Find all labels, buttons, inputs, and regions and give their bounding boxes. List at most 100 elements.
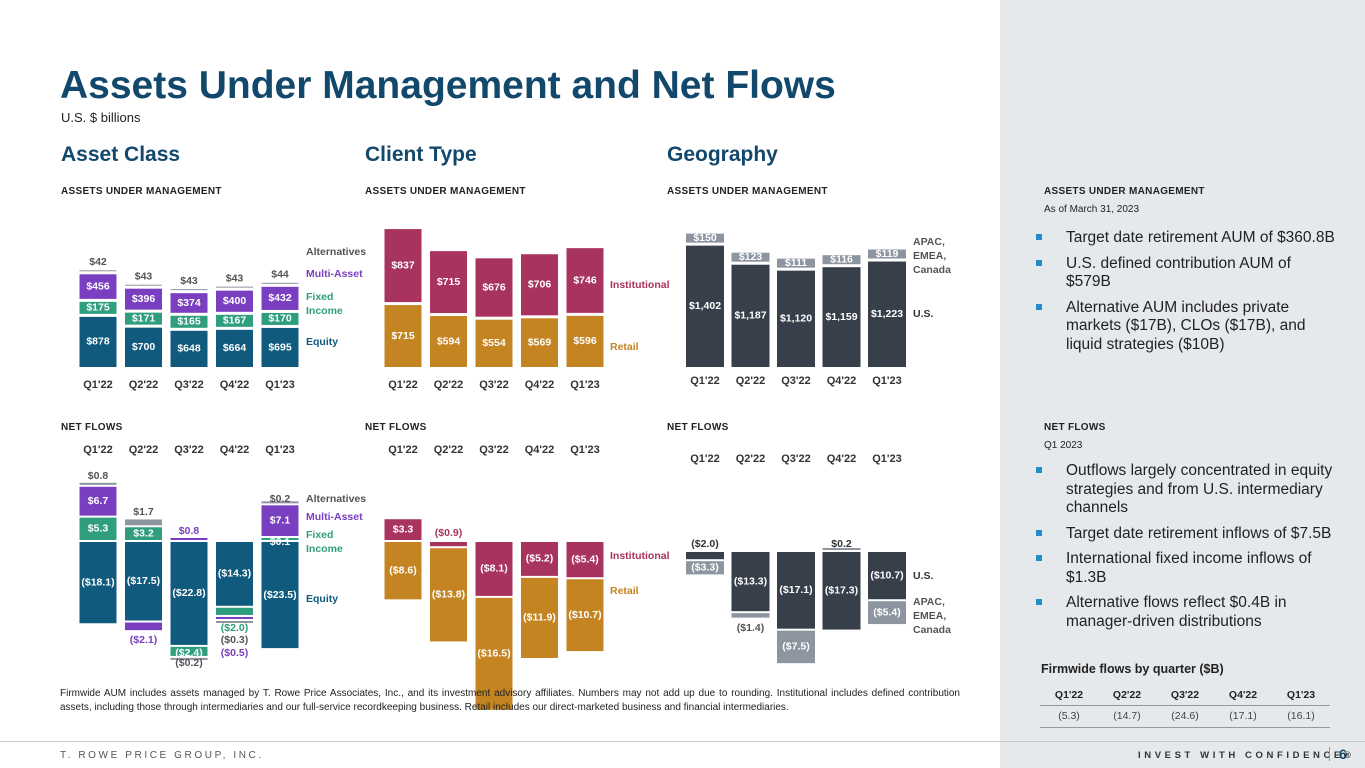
x-tick-label: Q4'22 [525,444,555,456]
net-flows-label: NET FLOWS [61,422,123,433]
legend-label: Alternatives [306,493,366,505]
bar-segment [79,517,117,540]
bar-segment [686,561,724,575]
legend-label: Canada [913,264,951,276]
data-label: $706 [528,279,552,291]
data-label: $0.1 [270,536,291,548]
data-label: $715 [391,330,415,342]
legend-label: EMEA, [913,250,946,262]
footer-separator [1329,747,1330,761]
x-tick-label: Q2'22 [434,379,464,391]
list-item: Alternative flows reflect $0.4B in manag… [1036,594,1336,631]
bar-segment [125,519,162,526]
bar-segment [384,542,422,600]
data-label: $7.1 [270,514,291,526]
x-tick-label: Q2'22 [129,444,159,456]
data-label: $569 [528,336,552,348]
bar-segment [384,305,422,367]
data-label: $596 [573,335,597,347]
data-label: ($8.1) [480,563,507,575]
data-label: $167 [223,315,247,327]
bar-segment [125,312,162,325]
x-tick-label: Q4'22 [220,379,250,391]
bar-segment [216,286,253,288]
data-label: ($16.5) [477,648,510,660]
firmwide-flows-title: Firmwide flows by quarter ($B) [1041,662,1224,676]
bar-segment [125,327,162,367]
data-label: $715 [437,276,461,288]
legend-label: APAC, [913,596,945,608]
x-tick-label: Q1'22 [388,379,418,391]
legend-label: Institutional [610,279,670,291]
x-tick-label: Q1'22 [388,444,418,456]
bar-segment [79,482,117,485]
data-label: ($22.8) [172,587,205,599]
bar-segment [731,252,770,262]
bar-segment [822,267,861,367]
x-tick-label: Q1'22 [690,375,720,387]
bar-segment [521,542,558,576]
data-label: $43 [226,272,244,284]
bar-segment [125,622,162,631]
legend-label: Equity [306,336,338,348]
bar-segment [79,486,117,516]
bar-segment [777,552,815,629]
bar-segment [216,290,253,312]
x-tick-label: Q3'22 [479,379,509,391]
bar-segment [731,613,770,618]
data-label: ($11.9) [523,612,556,624]
bar-segment [686,552,724,560]
bar-segment [216,314,253,327]
bar-segment [170,289,208,291]
data-label: $1,187 [734,310,766,322]
rp-flows-heading: NET FLOWS [1044,422,1106,433]
x-tick-label: Q3'22 [174,444,204,456]
bar-segment [79,542,117,624]
table-header: Q4'22 [1214,686,1272,706]
table-cell: (5.3) [1040,705,1098,728]
data-label: $1,120 [780,313,812,325]
bullet-icon [1036,529,1042,536]
x-tick-label: Q1'23 [570,444,600,456]
legend-label: Income [306,543,343,555]
data-label: ($5.4) [873,606,900,618]
x-tick-label: Q2'22 [129,379,159,391]
data-label: $664 [223,342,247,354]
data-label: ($7.5) [782,641,809,653]
bar-segment [566,579,604,652]
data-label: ($10.7) [870,569,903,581]
bar-segment [521,318,558,367]
chart-geography-flows: Q1'22 Q2'22 Q3'22 Q4'22 Q1'23 ($2.0) ($3.3) ($1… [686,453,951,664]
chart-geography-aum: Q1'22 Q2'22 Q3'22 Q4'22 Q1'23 $1,402 $150 $1,18… [686,232,951,387]
data-label: ($17.5) [127,575,160,587]
bar-segment [170,330,208,367]
data-label: $43 [180,275,198,287]
bar-segment [686,233,724,243]
x-tick-label: Q4'22 [827,375,857,387]
aum-label: ASSETS UNDER MANAGEMENT [667,186,828,197]
bar-segment [475,597,513,710]
bullet-icon [1036,259,1042,266]
table-cell: (14.7) [1098,705,1156,728]
data-label: $175 [86,302,110,314]
x-tick-label: Q4'22 [525,379,555,391]
data-label: $3.2 [133,527,154,539]
bar-segment [261,542,299,649]
data-label: $0.2 [270,493,291,505]
rp-aum-heading: ASSETS UNDER MANAGEMENT [1044,186,1205,197]
page-subtitle: U.S. $ billions [61,110,141,125]
data-label: $165 [177,316,201,328]
page-title: Assets Under Management and Net Flows [60,64,836,107]
x-tick-label: Q3'22 [174,379,204,391]
data-label: ($1.4) [737,622,764,634]
bar-segment [731,264,770,367]
bullet-icon [1036,599,1042,605]
bar-segment [868,601,906,625]
bar-segment [170,538,208,540]
data-label: $676 [482,281,506,293]
aum-bullets: Target date retirement AUM of $360.8B U.… [1036,229,1336,361]
x-tick-label: Q1'23 [265,379,295,391]
table-cell: (16.1) [1272,705,1330,728]
bullet-icon [1036,234,1042,240]
x-tick-label: Q1'23 [872,453,902,465]
